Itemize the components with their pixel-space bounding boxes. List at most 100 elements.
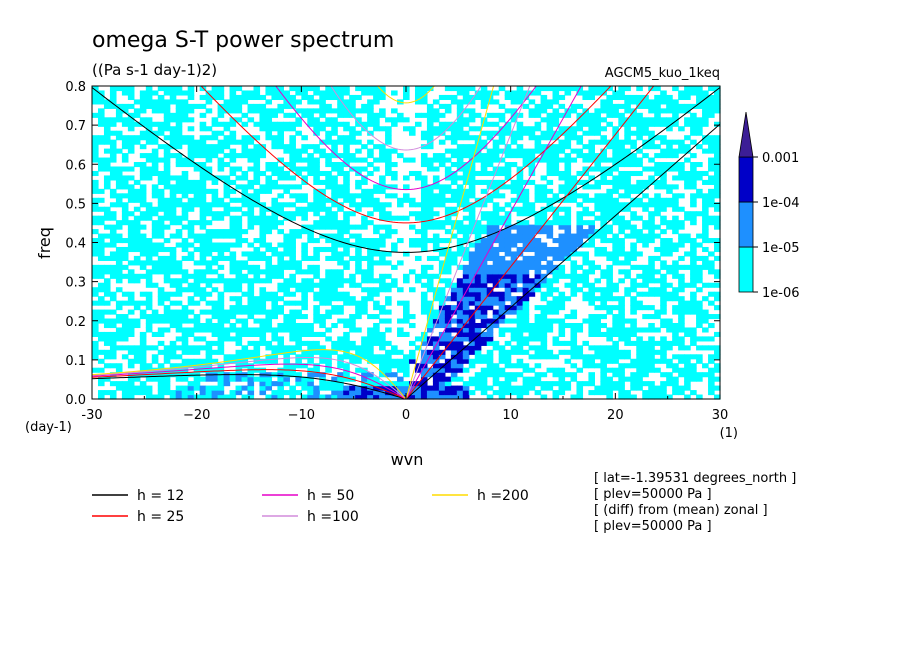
- power-cell: [247, 349, 255, 355]
- power-cell: [684, 103, 691, 109]
- power-cell: [217, 363, 225, 369]
- power-cell: [247, 157, 255, 163]
- power-cell: [205, 322, 213, 329]
- power-cell: [163, 309, 171, 315]
- power-cell: [235, 153, 243, 159]
- power-cell: [373, 340, 380, 346]
- power-cell: [163, 206, 171, 212]
- power-cell: [151, 99, 159, 105]
- power-cell: [678, 322, 685, 329]
- power-cell: [223, 135, 231, 141]
- colorbar-extend-triangle: [738, 111, 754, 158]
- power-cell: [534, 318, 542, 324]
- power-cell: [420, 135, 428, 141]
- power-cell: [217, 229, 225, 235]
- power-cell: [540, 318, 548, 324]
- power-cell: [696, 94, 703, 101]
- power-cell: [265, 269, 273, 275]
- power-cell: [492, 99, 500, 105]
- power-cell: [444, 376, 452, 382]
- power-cell: [181, 255, 189, 261]
- power-cell: [223, 318, 231, 324]
- power-cell: [313, 345, 320, 351]
- power-cell: [648, 305, 655, 311]
- power-cell: [115, 148, 123, 154]
- power-cell: [612, 103, 619, 109]
- power-cell: [498, 354, 506, 360]
- power-cell: [540, 135, 548, 141]
- power-cell: [175, 179, 183, 185]
- power-cell: [438, 251, 446, 257]
- power-cell: [337, 108, 344, 114]
- power-cell: [271, 126, 279, 132]
- power-cell: [642, 184, 649, 190]
- power-cell: [546, 264, 554, 270]
- power-cell: [606, 206, 613, 212]
- power-cell: [702, 363, 709, 369]
- power-cell: [139, 358, 147, 364]
- power-cell: [301, 296, 308, 302]
- power-cell: [642, 238, 649, 244]
- power-cell: [588, 144, 595, 150]
- power-cell: [337, 94, 344, 101]
- power-cell: [343, 224, 350, 230]
- power-cell: [588, 291, 595, 297]
- power-cell: [474, 385, 482, 391]
- power-cell: [391, 349, 398, 355]
- power-cell: [414, 215, 422, 221]
- power-cell: [229, 139, 237, 145]
- power-cell: [618, 139, 625, 145]
- power-cell: [654, 121, 661, 127]
- power-cell: [229, 157, 237, 163]
- power-cell: [211, 300, 219, 306]
- power-cell: [355, 130, 362, 136]
- colorbar-label: 0.001: [762, 151, 799, 166]
- power-cell: [456, 135, 464, 141]
- power-cell: [343, 372, 350, 378]
- power-cell: [606, 278, 613, 284]
- power-cell: [265, 126, 273, 132]
- power-cell: [229, 269, 237, 275]
- power-cell: [606, 229, 613, 235]
- power-cell: [618, 309, 625, 315]
- power-cell: [480, 309, 488, 315]
- power-cell: [175, 300, 183, 306]
- power-cell: [576, 139, 584, 145]
- power-cell: [636, 340, 643, 346]
- x-tick-label: 10: [502, 408, 519, 423]
- power-cell: [714, 135, 721, 141]
- power-cell: [169, 94, 177, 101]
- power-cell: [504, 175, 512, 181]
- power-cell: [594, 345, 601, 351]
- power-cell: [648, 349, 655, 355]
- power-cell: [480, 372, 488, 378]
- power-cell: [672, 273, 679, 279]
- power-cell: [307, 224, 314, 230]
- power-cell: [223, 314, 231, 320]
- power-cell: [426, 117, 434, 123]
- power-cell: [349, 345, 356, 351]
- power-cell: [109, 144, 117, 150]
- power-cell: [349, 300, 356, 306]
- power-cell: [259, 103, 267, 109]
- power-cell: [522, 269, 530, 275]
- power-cell: [660, 372, 667, 378]
- power-cell: [169, 206, 177, 212]
- power-cell: [462, 273, 470, 279]
- power-cell: [588, 282, 595, 288]
- power-cell: [97, 99, 105, 105]
- power-cell: [343, 336, 350, 342]
- power-cell: [373, 278, 380, 284]
- power-cell: [139, 153, 147, 159]
- power-cell: [331, 394, 338, 400]
- power-cell: [289, 372, 296, 378]
- power-cell: [474, 179, 482, 185]
- power-cell: [462, 305, 470, 311]
- power-cell: [349, 233, 356, 239]
- power-cell: [361, 273, 368, 279]
- power-cell: [648, 354, 655, 360]
- power-cell: [235, 117, 243, 123]
- power-cell: [486, 153, 494, 159]
- power-cell: [414, 121, 422, 127]
- power-cell: [277, 309, 284, 315]
